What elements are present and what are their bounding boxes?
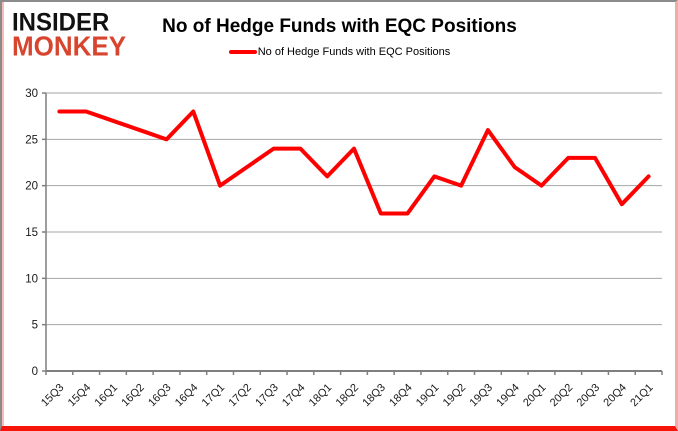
x-tick-label-group: 20Q1 <box>521 382 549 410</box>
x-tick-label: 20Q2 <box>548 382 576 410</box>
x-tick-label: 19Q3 <box>468 382 496 410</box>
x-tick-label: 21Q1 <box>628 382 656 410</box>
x-tick-label: 18Q1 <box>307 382 335 410</box>
legend-line-marker <box>228 50 257 54</box>
y-tick-label: 0 <box>32 366 38 378</box>
x-tick-label-group: 21Q1 <box>628 382 656 410</box>
y-tick-label: 15 <box>25 227 38 239</box>
x-tick-label: 20Q1 <box>521 382 549 410</box>
y-tick-label: 25 <box>25 134 38 146</box>
x-tick-label: 16Q3 <box>146 382 174 410</box>
series-line <box>57 109 651 216</box>
x-tick-label-group: 17Q3 <box>253 382 281 410</box>
x-tick-label-group: 19Q4 <box>494 382 522 410</box>
y-tick-label: 20 <box>25 181 38 193</box>
chart-title: No of Hedge Funds with EQC Positions <box>162 16 517 37</box>
x-tick-label-group: 18Q1 <box>307 382 335 410</box>
x-tick-label: 20Q3 <box>575 382 603 410</box>
x-tick-label: 20Q4 <box>601 382 629 410</box>
plot-area-container: 0 5 10 15 20 25 30 15Q3 15Q4 16Q1 16Q2 16Q3 16Q4 17Q1… <box>4 82 675 426</box>
x-tick-label: 17Q1 <box>200 382 228 410</box>
x-tick-label-group: 15Q3 <box>39 382 67 410</box>
x-tick-label: 19Q4 <box>494 382 522 410</box>
x-tick-label: 19Q2 <box>441 382 469 410</box>
chart-legend: No of Hedge Funds with EQC Positions <box>4 46 675 58</box>
x-tick-label: 16Q4 <box>173 382 201 410</box>
x-tick-label-group: 17Q1 <box>200 382 228 410</box>
x-tick-label-group: 19Q1 <box>414 382 442 410</box>
x-tick-label-group: 20Q2 <box>548 382 576 410</box>
logo-word-monkey: MONKEY <box>12 30 127 62</box>
y-tick-label: 10 <box>25 273 38 285</box>
x-tick-label: 17Q3 <box>253 382 281 410</box>
x-tick-label-group: 19Q3 <box>468 382 496 410</box>
x-tick-label: 17Q2 <box>226 382 254 410</box>
x-tick-label: 18Q2 <box>334 382 362 410</box>
x-tick-label-group: 16Q4 <box>173 382 201 410</box>
x-tick-label-group: 15Q4 <box>66 382 94 410</box>
x-tick-label: 18Q3 <box>360 382 388 410</box>
line-chart: 0 5 10 15 20 25 30 15Q3 15Q4 16Q1 16Q2 16Q3 16Q4 17Q1… <box>25 88 663 410</box>
x-tick-label: 16Q2 <box>119 382 147 410</box>
x-tick-label: 18Q4 <box>387 382 415 410</box>
x-tick-label-group: 16Q2 <box>119 382 147 410</box>
y-tick-label: 5 <box>32 320 38 332</box>
x-tick-label-group: 18Q4 <box>387 382 415 410</box>
logo-word-insider: INSIDER <box>12 8 110 37</box>
x-tick-label: 16Q1 <box>93 382 121 410</box>
x-tick-label: 15Q3 <box>39 382 67 410</box>
card-inner: INSIDER MONKEY No of Hedge Funds with EQ… <box>2 2 675 426</box>
x-tick-label-group: 16Q3 <box>146 382 174 410</box>
x-tick-label-group: 17Q4 <box>280 382 308 410</box>
y-tick-label: 30 <box>25 88 38 100</box>
x-tick-label: 15Q4 <box>66 382 94 410</box>
x-tick-label-group: 16Q1 <box>93 382 121 410</box>
x-tick-label-group: 20Q3 <box>575 382 603 410</box>
insider-monkey-logo: INSIDER MONKEY <box>12 8 127 62</box>
x-tick-label-group: 18Q3 <box>360 382 388 410</box>
x-tick-label-group: 20Q4 <box>601 382 629 410</box>
x-tick-label-group: 18Q2 <box>334 382 362 410</box>
x-tick-label-group: 19Q2 <box>441 382 469 410</box>
x-tick-label-group: 17Q2 <box>226 382 254 410</box>
legend-label: No of Hedge Funds with EQC Positions <box>257 46 451 58</box>
x-tick-label: 19Q1 <box>414 382 442 410</box>
x-tick-label: 17Q4 <box>280 382 308 410</box>
